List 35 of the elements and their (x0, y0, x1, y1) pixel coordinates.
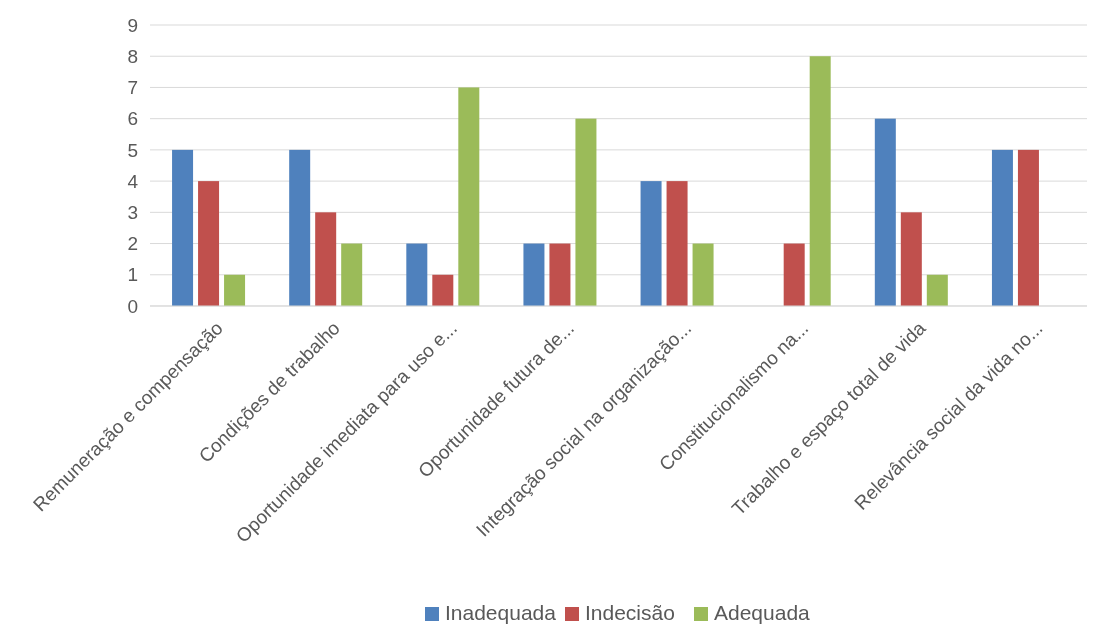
bar (991, 149, 1013, 306)
bar (666, 181, 688, 306)
y-tick-label: 1 (127, 264, 138, 286)
y-tick-label: 7 (127, 77, 138, 99)
bar (575, 118, 597, 306)
y-tick-label: 3 (127, 201, 138, 223)
bar (289, 149, 311, 306)
y-tick-label: 6 (127, 108, 138, 130)
legend-label: Inadequada (445, 601, 557, 624)
bar (198, 181, 220, 306)
bar (406, 243, 428, 306)
y-tick-label: 8 (127, 45, 138, 67)
y-tick-label: 2 (127, 233, 138, 255)
bar (926, 274, 948, 306)
y-tick-label: 0 (127, 295, 138, 317)
bar (900, 212, 922, 306)
bar (783, 243, 805, 306)
bar (549, 243, 571, 306)
bar (809, 56, 831, 306)
bar (315, 212, 337, 306)
bar (1017, 149, 1039, 306)
bar (224, 274, 246, 306)
bar (458, 87, 480, 306)
bar (692, 243, 714, 306)
bar (640, 181, 662, 306)
bar (523, 243, 545, 306)
legend-label: Indecisão (585, 601, 675, 624)
bar (172, 149, 194, 306)
y-tick-label: 4 (127, 170, 139, 192)
bar (341, 243, 363, 306)
bar (432, 274, 454, 306)
legend-label: Adequada (714, 601, 811, 624)
bar (874, 118, 896, 306)
y-tick-label: 5 (127, 139, 138, 161)
y-tick-label: 9 (127, 14, 138, 36)
